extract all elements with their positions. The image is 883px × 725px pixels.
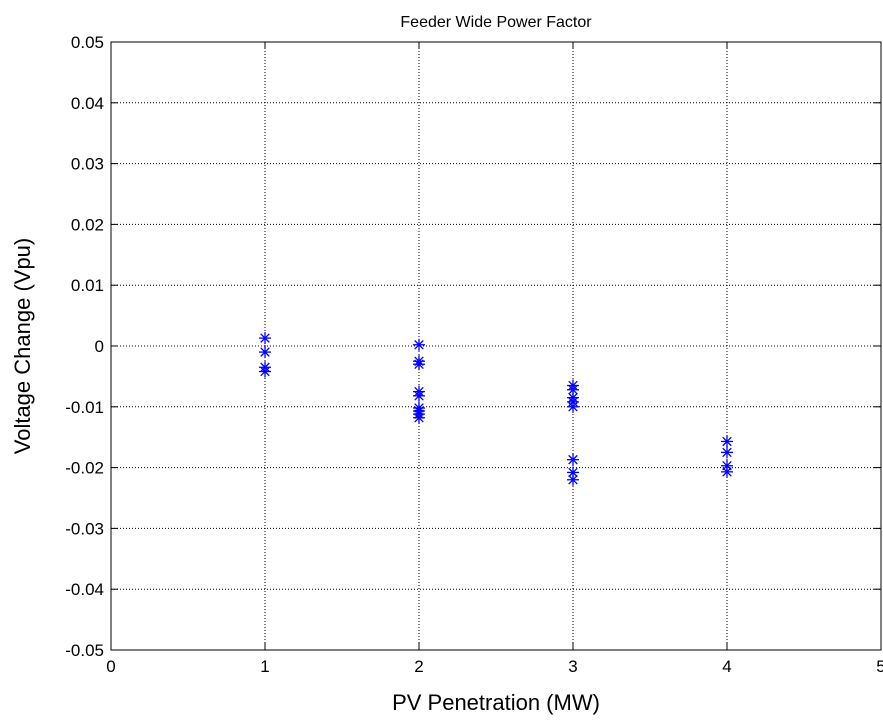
y-tick-label: -0.01 xyxy=(65,398,104,417)
data-point xyxy=(413,338,425,351)
data-point xyxy=(567,400,579,413)
x-tick-label: 4 xyxy=(722,657,731,676)
x-tick-label: 1 xyxy=(260,657,269,676)
data-point xyxy=(413,411,425,424)
data-point xyxy=(721,435,733,448)
y-tick-label: 0.04 xyxy=(71,94,104,113)
y-tick-label: 0.01 xyxy=(71,276,104,295)
y-tick-label: 0.05 xyxy=(71,33,104,52)
data-point xyxy=(567,473,579,486)
data-point xyxy=(567,466,579,479)
chart-title: Feeder Wide Power Factor xyxy=(400,14,592,31)
y-tick-label: -0.03 xyxy=(65,519,104,538)
x-tick-label: 2 xyxy=(414,657,423,676)
data-point xyxy=(413,358,425,371)
data-point xyxy=(721,446,733,459)
plot-frame xyxy=(110,41,882,651)
y-tick-label: 0.02 xyxy=(71,215,104,234)
y-tick-label: -0.05 xyxy=(65,641,104,660)
data-point xyxy=(413,389,425,402)
x-axis-label: PV Penetration (MW) xyxy=(392,690,600,715)
y-tick-label: -0.04 xyxy=(65,580,104,599)
data-point xyxy=(567,453,579,466)
data-point xyxy=(259,332,271,345)
axis-ticks: 0 1 2 3 4 5 0.05 0.04 0.03 0.02 0.01 0 -0.01 -0.02 -0.… xyxy=(65,33,883,676)
x-tick-label: 5 xyxy=(876,657,883,676)
y-tick-label: -0.02 xyxy=(65,459,104,478)
data-points xyxy=(259,332,733,486)
y-axis-label: Voltage Change (Vpu) xyxy=(10,238,35,455)
data-point xyxy=(721,465,733,478)
y-tick-label: 0 xyxy=(95,337,104,356)
x-tick-label: 0 xyxy=(106,657,115,676)
y-tick-label: 0.03 xyxy=(71,155,104,174)
data-point xyxy=(259,365,271,378)
data-point xyxy=(259,346,271,359)
x-tick-label: 3 xyxy=(568,657,577,676)
